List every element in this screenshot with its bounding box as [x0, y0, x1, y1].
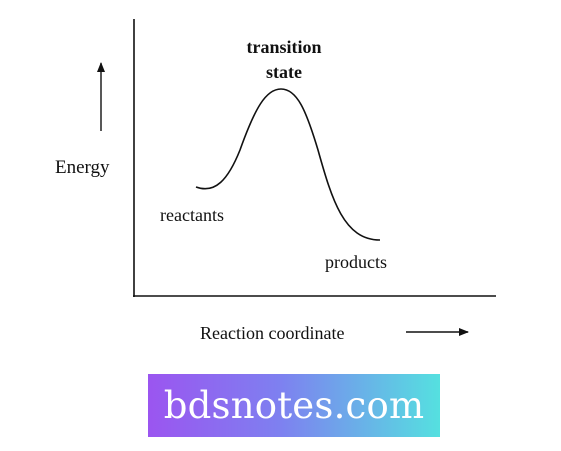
watermark-text: bdsnotes.com: [163, 384, 425, 427]
energy-curve: [195, 88, 381, 241]
transition-state-label-line2: state: [266, 62, 302, 82]
transition-state-label-line1: transition: [246, 37, 321, 57]
reaction-coordinate-label: Reaction coordinate: [200, 323, 344, 343]
watermark-banner: bdsnotes.com: [148, 374, 440, 437]
products-label: products: [325, 252, 387, 272]
energy-label: Energy: [55, 157, 110, 178]
reactants-label: reactants: [160, 205, 224, 225]
